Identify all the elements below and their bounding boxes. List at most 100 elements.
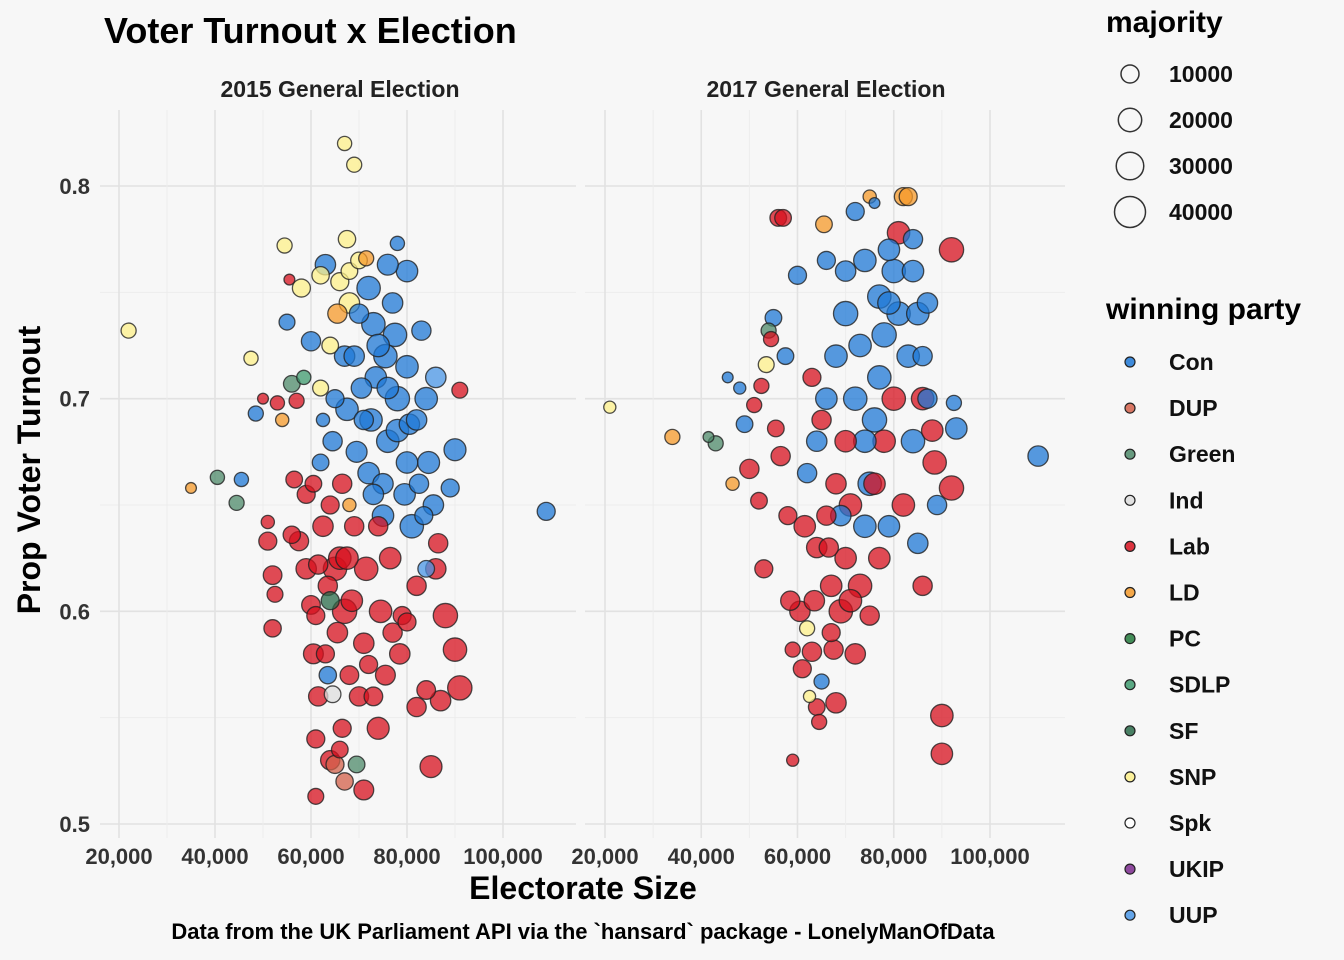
data-point-lab — [834, 429, 857, 453]
data-point-lab — [331, 473, 353, 495]
data-point-lab — [891, 493, 916, 517]
data-point-con — [853, 514, 877, 539]
legend-label-ukip: UKIP — [1169, 856, 1224, 882]
data-point-lab — [753, 377, 770, 395]
data-point-green — [702, 430, 715, 444]
data-point-lab — [406, 696, 427, 718]
data-point-con — [381, 292, 404, 314]
x-axis-title: Electorate Size — [469, 870, 697, 906]
data-point-lab — [266, 585, 284, 603]
data-point-con — [871, 322, 897, 348]
data-point-ld — [274, 412, 290, 428]
legend-key-sdlp — [1124, 679, 1136, 691]
data-point-snp — [757, 356, 775, 374]
data-point-con — [395, 259, 419, 283]
data-point-lab — [367, 515, 389, 537]
size-legend-label: 20000 — [1169, 107, 1233, 133]
color-legend-title: winning party — [1105, 293, 1301, 326]
data-point-lab — [825, 691, 847, 714]
data-point-lab — [363, 686, 384, 707]
data-point-lab — [451, 381, 469, 399]
data-point-con — [395, 451, 419, 474]
chart-title: Voter Turnout x Election — [104, 10, 517, 51]
data-point-dup — [335, 772, 354, 791]
data-point-con — [278, 313, 296, 331]
data-point-ld — [725, 476, 740, 491]
x-tick-label: 80,000 — [373, 844, 440, 869]
data-point-snp — [603, 400, 617, 414]
x-tick-label: 40,000 — [181, 844, 248, 869]
data-point-lab — [785, 753, 800, 767]
data-point-lab — [818, 537, 840, 558]
data-point-con — [315, 412, 331, 428]
y-tick-label: 0.6 — [59, 599, 90, 624]
legend-label-sdlp: SDLP — [1169, 672, 1230, 698]
data-point-con — [395, 354, 419, 379]
data-point-con — [816, 250, 837, 271]
data-point-con — [414, 505, 434, 526]
data-point-lab — [320, 495, 340, 515]
data-point-con — [350, 377, 373, 399]
data-point-con — [868, 196, 881, 210]
data-point-con — [813, 673, 830, 690]
data-point-lab — [770, 445, 791, 467]
legend-key-pc — [1124, 632, 1136, 645]
legend-key-lab — [1124, 540, 1136, 553]
data-point-lab — [811, 409, 832, 431]
data-point-con — [796, 462, 818, 484]
legend-label-green: Green — [1169, 441, 1235, 467]
data-point-lab — [378, 546, 402, 570]
data-point-con — [912, 345, 933, 367]
legend-label-sf: SF — [1169, 718, 1198, 744]
data-point-lab — [262, 565, 283, 586]
data-point-lab — [256, 392, 270, 405]
data-point-lab — [419, 754, 443, 779]
data-point-lab — [810, 713, 828, 731]
data-point-con — [945, 394, 963, 412]
size-legend-label: 40000 — [1169, 199, 1233, 225]
size-legend-circle — [1120, 64, 1140, 84]
data-point-lab — [263, 619, 282, 638]
size-legend-circle — [1117, 107, 1143, 133]
data-point-snp — [312, 379, 330, 397]
data-point-con — [902, 228, 924, 250]
data-point-lab — [382, 622, 403, 643]
data-point-lab — [307, 554, 329, 575]
data-point-lab — [863, 472, 886, 496]
data-point-lab — [762, 330, 780, 348]
data-point-snp — [337, 229, 357, 249]
caption: Data from the UK Parliament API via the … — [171, 919, 995, 944]
data-point-uup — [424, 366, 447, 389]
data-point-lab — [746, 396, 763, 414]
data-point-con — [721, 371, 734, 384]
data-point-ld — [327, 303, 348, 324]
y-axis-title: Prop Voter Turnout — [11, 325, 47, 614]
x-tick-label: 60,000 — [764, 844, 831, 869]
data-point-lab — [792, 659, 812, 679]
data-point-lab — [307, 787, 325, 805]
data-point-lab — [780, 590, 801, 611]
color-legend: winning party Con DUP Green Ind Lab LD PC SDLP S… — [1105, 293, 1301, 928]
data-point-lab — [258, 531, 278, 551]
legend-key-ukip — [1124, 863, 1136, 875]
data-point-snp — [291, 278, 312, 298]
size-legend: majority 10000 20000 30000 40000 — [1106, 6, 1233, 229]
data-point-con — [348, 303, 370, 324]
data-point-con — [376, 376, 400, 400]
data-point-con — [944, 417, 968, 440]
data-point-con — [345, 440, 368, 463]
data-point-con — [411, 320, 432, 341]
data-point-lab — [859, 605, 880, 626]
data-point-con — [536, 501, 556, 522]
data-point-lab — [803, 589, 826, 612]
data-point-con — [877, 514, 901, 538]
data-point-lab — [288, 392, 305, 409]
data-point-lab — [326, 621, 349, 644]
data-point-lab — [429, 689, 452, 712]
data-point-lab — [330, 740, 349, 759]
data-point-con — [877, 238, 901, 262]
data-point-lab — [340, 589, 364, 613]
x-tick-label: 80,000 — [860, 844, 927, 869]
data-point-sdlp — [296, 369, 312, 386]
data-point-lab — [930, 742, 954, 766]
